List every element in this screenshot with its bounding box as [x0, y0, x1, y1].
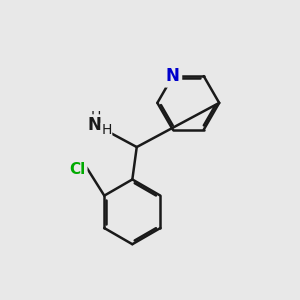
Text: H: H — [90, 110, 101, 124]
Text: H: H — [101, 123, 112, 137]
Text: N: N — [166, 67, 180, 85]
Text: N: N — [87, 116, 101, 134]
Text: Cl: Cl — [70, 162, 86, 177]
